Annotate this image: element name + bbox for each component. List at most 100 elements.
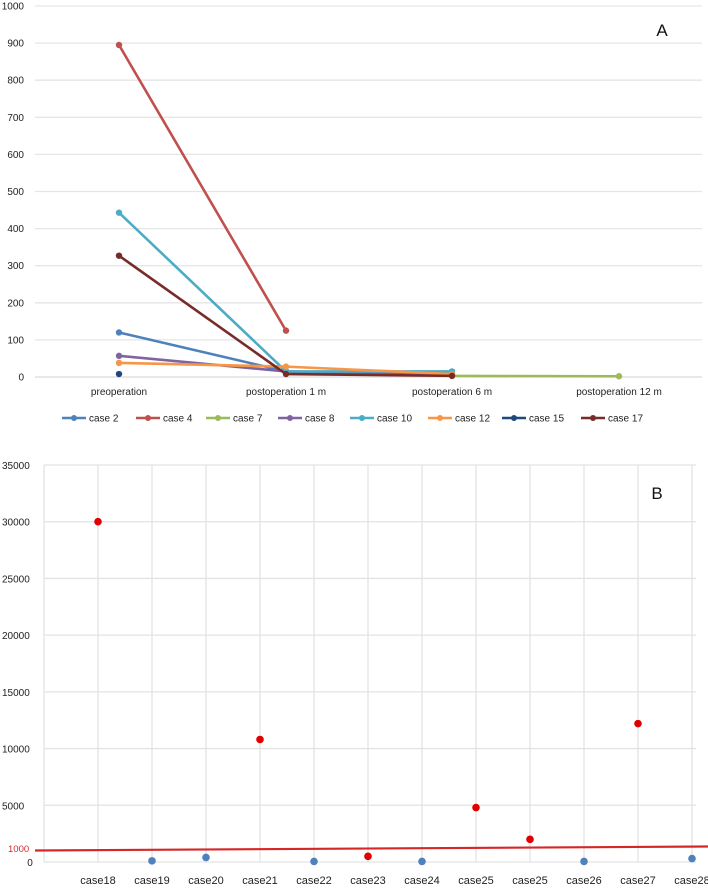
x-category-label: case19 <box>134 875 169 887</box>
legend-item: case 17 <box>581 414 643 425</box>
series-case-15 <box>115 370 123 378</box>
x-category-label: postoperation 1 m <box>246 387 326 398</box>
legend-item: case 2 <box>62 414 119 425</box>
data-point <box>115 359 123 367</box>
legend-marker-icon <box>215 415 221 421</box>
x-category-label: case28 <box>674 875 708 887</box>
data-point <box>282 370 290 378</box>
x-category-label: case25 <box>458 875 493 887</box>
data-point <box>688 854 696 863</box>
legend-marker-icon <box>145 415 151 421</box>
x-category-label: postoperation 12 m <box>576 387 662 398</box>
x-category-label: preoperation <box>91 387 147 398</box>
data-point <box>615 373 623 380</box>
y-tick-label: 100 <box>7 335 24 346</box>
legend-label: case 10 <box>377 414 412 425</box>
y-tick-label: 600 <box>7 150 24 161</box>
data-point <box>472 803 480 812</box>
legend-item: case 10 <box>350 414 412 425</box>
data-point <box>282 363 290 370</box>
y-tick-label: 25000 <box>2 574 30 585</box>
panel-label-a: A <box>656 21 668 40</box>
data-point <box>364 852 372 861</box>
legend-item: case 7 <box>206 414 263 425</box>
y-tick-label: 800 <box>7 76 24 87</box>
legend-label: case 15 <box>529 414 564 425</box>
data-point <box>115 352 123 360</box>
chart-b-gridlines <box>43 464 696 863</box>
legend-label: case 8 <box>305 414 335 425</box>
legend-label: case 7 <box>233 414 263 425</box>
threshold-label: 1000 <box>8 844 29 855</box>
x-category-label: case27 <box>620 875 655 887</box>
data-point <box>634 719 642 728</box>
legend-marker-icon <box>359 415 365 421</box>
chart-b-y-axis: 0 5000 10000 15000 20000 25000 30000 35000 <box>2 461 33 869</box>
data-point <box>526 835 534 844</box>
chart-a-series <box>115 41 623 380</box>
data-point <box>115 329 123 336</box>
x-category-label: postoperation 6 m <box>412 387 492 398</box>
y-tick-label: 0 <box>27 858 33 869</box>
legend-label: case 17 <box>608 414 643 425</box>
data-point <box>115 209 123 216</box>
legend-item: case 15 <box>502 414 564 425</box>
x-category-label: case22 <box>296 875 331 887</box>
x-category-label: case23 <box>350 875 385 887</box>
legend-label: case 12 <box>455 414 490 425</box>
data-point <box>115 370 123 378</box>
legend-label: case 4 <box>163 414 193 425</box>
chart-b-points <box>94 517 696 866</box>
data-point <box>448 372 456 380</box>
y-tick-label: 200 <box>7 298 24 309</box>
x-category-label: case18 <box>80 875 115 887</box>
chart-a: 0 100 200 300 400 500 600 700 800 900 1000 preopera… <box>2 2 702 425</box>
data-point <box>418 857 426 866</box>
legend-item: case 8 <box>278 414 335 425</box>
y-tick-label: 30000 <box>2 518 30 529</box>
x-category-label: case20 <box>188 875 223 887</box>
y-tick-label: 500 <box>7 187 24 198</box>
panel-label-b: B <box>651 484 662 503</box>
data-point <box>202 853 210 862</box>
chart-b-x-axis: case18 case19 case20 case21 case22 case23 case… <box>80 875 708 887</box>
data-point <box>310 857 318 866</box>
y-tick-label: 20000 <box>2 631 30 642</box>
y-tick-label: 15000 <box>2 688 30 699</box>
data-point <box>94 517 102 526</box>
x-category-label: case21 <box>242 875 277 887</box>
y-tick-label: 35000 <box>2 461 30 472</box>
x-category-label: case26 <box>566 875 601 887</box>
threshold-line <box>34 845 708 852</box>
y-tick-label: 300 <box>7 261 24 272</box>
data-point <box>115 41 123 49</box>
legend-label: case 2 <box>89 414 119 425</box>
y-tick-label: 900 <box>7 39 24 50</box>
data-point <box>115 252 123 259</box>
chart-a-x-axis: preoperation postoperation 1 m postoperati… <box>91 387 662 398</box>
legend-marker-icon <box>437 415 443 421</box>
y-tick-label: 0 <box>18 373 24 384</box>
y-tick-label: 1000 <box>2 2 25 13</box>
data-point <box>256 735 264 744</box>
data-point <box>580 857 588 866</box>
data-point <box>148 857 156 865</box>
legend-marker-icon <box>71 415 77 421</box>
legend-marker-icon <box>287 415 293 421</box>
data-point <box>282 327 290 334</box>
y-tick-label: 400 <box>7 224 24 235</box>
y-tick-label: 700 <box>7 113 24 124</box>
x-category-label: case24 <box>404 875 439 887</box>
series-case-17 <box>115 252 456 380</box>
legend-item: case 12 <box>428 414 490 425</box>
chart-a-y-axis: 0 100 200 300 400 500 600 700 800 900 1000 <box>2 2 25 384</box>
y-tick-label: 5000 <box>2 801 25 812</box>
series-case-4 <box>115 41 290 334</box>
legend-marker-icon <box>511 415 517 421</box>
y-tick-label: 10000 <box>2 745 30 756</box>
legend-item: case 4 <box>136 414 193 425</box>
chart-a-legend: case 2 case 4 case 7 case 8 case 10 case 12 ca… <box>62 414 643 425</box>
x-category-label: case25 <box>512 875 547 887</box>
legend-marker-icon <box>590 415 596 421</box>
